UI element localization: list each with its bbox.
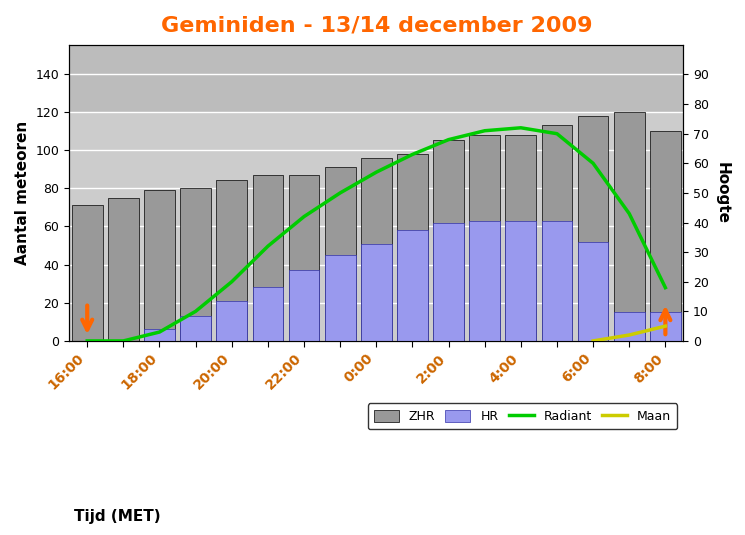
Radiant	[481, 127, 489, 134]
Bar	[433, 140, 464, 341]
Legend: ZHR, HR, Radiant, Maan: ZHR, HR, Radiant, Maan	[367, 403, 677, 430]
Bar	[144, 330, 175, 341]
Line: Maan: Maan	[593, 326, 665, 341]
Bar	[650, 312, 681, 341]
Line: Radiant: Radiant	[87, 128, 665, 341]
Radiant	[661, 285, 670, 291]
Radiant	[119, 338, 128, 344]
Radiant	[299, 213, 308, 220]
Radiant	[191, 308, 200, 315]
Radiant	[227, 279, 236, 285]
Bar	[614, 312, 644, 341]
Y-axis label: Hoogte: Hoogte	[715, 162, 730, 224]
Radiant	[155, 329, 164, 335]
Bar	[288, 270, 320, 341]
Radiant	[83, 338, 92, 344]
Bar	[325, 255, 355, 341]
Bar	[288, 175, 320, 341]
Radiant	[516, 125, 525, 131]
Bar	[469, 135, 500, 341]
Radiant	[372, 169, 381, 175]
Maan	[661, 323, 670, 330]
Title: Geminiden - 13/14 december 2009: Geminiden - 13/14 december 2009	[161, 15, 592, 35]
Bar	[180, 188, 211, 341]
Bar	[108, 197, 139, 341]
Bar	[578, 242, 609, 341]
Bar	[325, 167, 355, 341]
Radiant	[625, 210, 634, 217]
Radiant	[264, 243, 273, 249]
Y-axis label: Aantal meteoren: Aantal meteoren	[15, 121, 30, 265]
Radiant	[336, 190, 345, 196]
Radiant	[589, 160, 597, 166]
Maan	[625, 332, 634, 338]
Radiant	[408, 151, 417, 158]
Bar	[216, 301, 247, 341]
Radiant	[553, 131, 562, 137]
Bar	[361, 158, 392, 341]
Bar	[469, 220, 500, 341]
Bar	[253, 287, 283, 341]
Bar	[542, 125, 572, 341]
Bar	[69, 45, 683, 112]
Bar	[397, 154, 428, 341]
Bar	[72, 205, 103, 341]
Bar	[505, 220, 536, 341]
Bar	[542, 220, 572, 341]
Text: Tijd (MET): Tijd (MET)	[74, 509, 161, 524]
Bar	[397, 230, 428, 341]
Bar	[650, 131, 681, 341]
Bar	[614, 112, 644, 341]
Maan	[589, 338, 597, 344]
Bar	[180, 316, 211, 341]
Bar	[505, 135, 536, 341]
Bar	[253, 175, 283, 341]
Bar	[144, 190, 175, 341]
Bar	[216, 180, 247, 341]
Bar	[361, 243, 392, 341]
Radiant	[444, 136, 453, 143]
Bar	[433, 223, 464, 341]
Bar	[578, 116, 609, 341]
